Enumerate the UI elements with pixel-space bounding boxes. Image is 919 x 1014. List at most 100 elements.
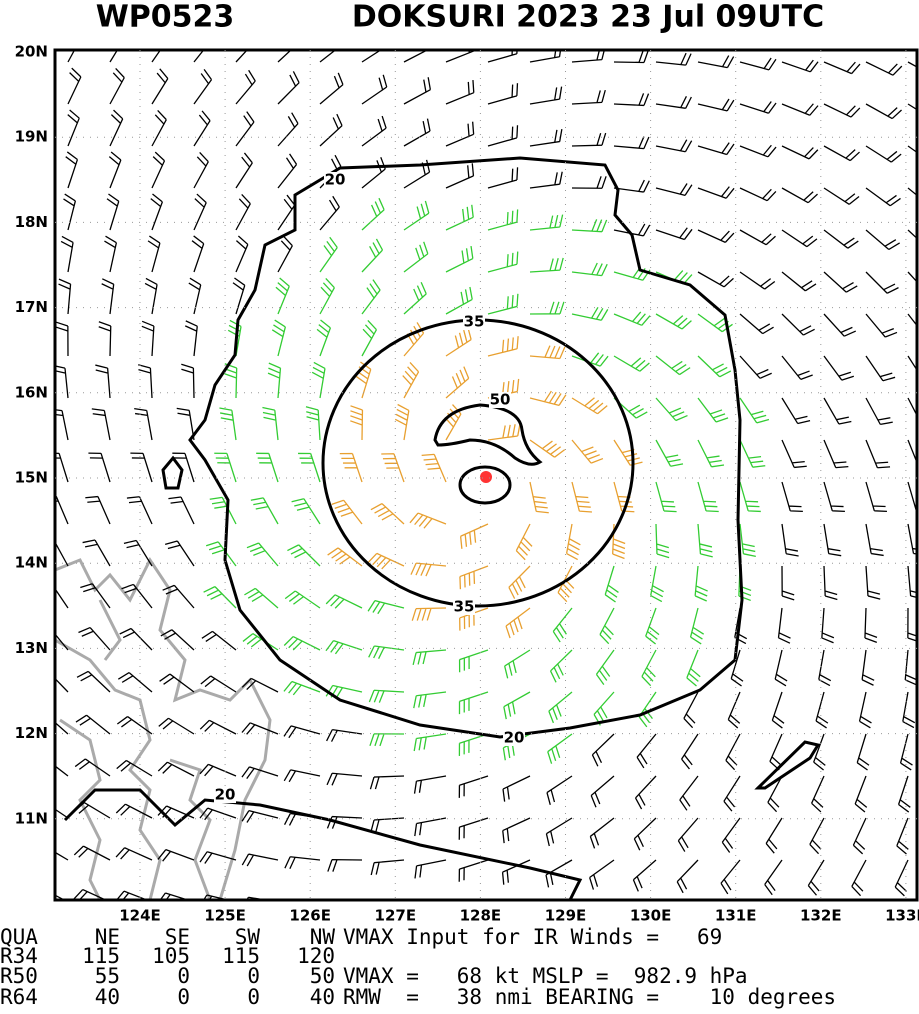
wind-barb bbox=[205, 541, 237, 567]
coastline bbox=[55, 557, 272, 900]
lon-label: 131E bbox=[715, 907, 757, 925]
wind-barb bbox=[907, 397, 917, 417]
storm-center bbox=[480, 471, 492, 483]
wind-barb bbox=[697, 229, 735, 243]
wind-barb bbox=[595, 649, 615, 685]
wind-barb bbox=[78, 626, 111, 651]
wind-barb bbox=[739, 57, 777, 71]
wind-barb bbox=[235, 50, 248, 63]
wind-barb bbox=[589, 817, 615, 849]
wind-barb bbox=[502, 902, 530, 926]
lon-label: 132E bbox=[800, 907, 842, 925]
wind-barb bbox=[325, 594, 363, 609]
wind-barb bbox=[55, 452, 69, 483]
wind-barb bbox=[123, 539, 153, 567]
wind-barb bbox=[67, 109, 80, 147]
info-line: VMAX = 68 kt MSLP = 982.9 hPa bbox=[343, 964, 748, 988]
wind-barb bbox=[739, 101, 777, 114]
lat-label: 17N bbox=[15, 298, 48, 316]
wind-barb bbox=[894, 859, 909, 897]
wind-barb bbox=[414, 859, 447, 879]
wind-barb bbox=[199, 719, 237, 735]
wind-barb bbox=[739, 313, 774, 335]
wind-barb bbox=[403, 322, 425, 357]
wind-barb bbox=[823, 397, 852, 425]
wind-barb bbox=[445, 204, 474, 231]
wind-barb bbox=[679, 775, 699, 811]
wind-barb bbox=[287, 544, 321, 567]
wind-barb bbox=[813, 733, 826, 771]
contour-label: 35 bbox=[464, 313, 485, 331]
wind-barb bbox=[904, 649, 917, 686]
contours bbox=[63, 156, 821, 901]
wind-barb bbox=[277, 50, 292, 63]
wind-barb bbox=[907, 271, 917, 283]
contour-label-bg bbox=[503, 730, 525, 746]
wind-barb bbox=[80, 583, 111, 609]
wind-barb bbox=[235, 69, 256, 105]
wind-barb bbox=[235, 111, 255, 147]
wind-barb bbox=[368, 689, 405, 703]
wind-barb bbox=[74, 758, 111, 777]
wind-barb bbox=[368, 645, 405, 659]
wind-barb bbox=[160, 629, 195, 651]
wind-barb bbox=[865, 523, 884, 557]
wind-barb bbox=[487, 125, 519, 147]
wind-barb bbox=[361, 279, 381, 315]
wind-barb bbox=[508, 565, 531, 599]
wind-barb bbox=[331, 499, 363, 525]
wind-barb bbox=[655, 52, 692, 66]
wind-barb bbox=[865, 481, 887, 512]
table-cell: 0 bbox=[247, 964, 260, 988]
wind-barb bbox=[445, 286, 473, 315]
wind-barb bbox=[119, 627, 153, 651]
wind-barb bbox=[325, 640, 363, 655]
wind-barb bbox=[199, 807, 237, 821]
table-cell: R64 bbox=[0, 985, 38, 1009]
info-line: RMW = 38 nmi BEARING = 10 degrees bbox=[343, 985, 836, 1009]
wind-barb bbox=[781, 523, 799, 557]
wind-barb bbox=[613, 136, 650, 150]
wind-barb bbox=[781, 103, 819, 116]
wind-barb bbox=[283, 725, 321, 739]
wind-barb bbox=[571, 132, 607, 147]
wind-barb bbox=[369, 733, 405, 747]
wind-barb bbox=[88, 452, 111, 483]
wind-barb bbox=[739, 229, 776, 246]
wind-barb bbox=[515, 523, 533, 561]
wind-barb bbox=[241, 809, 279, 823]
wind-barb bbox=[403, 241, 429, 273]
wind-barb bbox=[241, 677, 279, 693]
wind-barb bbox=[823, 439, 849, 469]
wind-barb bbox=[852, 817, 867, 855]
wind-barb bbox=[311, 361, 326, 399]
wind-barb bbox=[697, 98, 735, 112]
wind-barb bbox=[638, 691, 657, 728]
wind-barb bbox=[529, 171, 563, 189]
wind-barb bbox=[907, 607, 917, 642]
wind-barb bbox=[85, 495, 111, 525]
wind-barb bbox=[361, 319, 378, 357]
wind-barb bbox=[504, 649, 531, 679]
wind-barb bbox=[487, 336, 519, 357]
wind-barb bbox=[459, 523, 489, 549]
wind-barb bbox=[655, 523, 670, 559]
wind-barb bbox=[403, 282, 427, 315]
wind-barb bbox=[856, 733, 870, 771]
wind-barb bbox=[767, 775, 783, 813]
wind-barb bbox=[487, 251, 519, 273]
wind-barb bbox=[487, 423, 521, 441]
wind-barb bbox=[159, 673, 195, 693]
wind-barb bbox=[599, 607, 615, 645]
wind-barb bbox=[82, 539, 111, 567]
wind-barb bbox=[593, 691, 615, 726]
table-header: SW bbox=[235, 925, 261, 949]
lat-label: 13N bbox=[15, 639, 48, 657]
table-cell: 115 bbox=[222, 944, 260, 968]
wind-barb bbox=[184, 320, 198, 357]
wind-barb bbox=[271, 319, 286, 357]
wind-barb bbox=[176, 407, 195, 441]
lon-label: 128E bbox=[460, 907, 502, 925]
wind-barb bbox=[367, 599, 405, 615]
